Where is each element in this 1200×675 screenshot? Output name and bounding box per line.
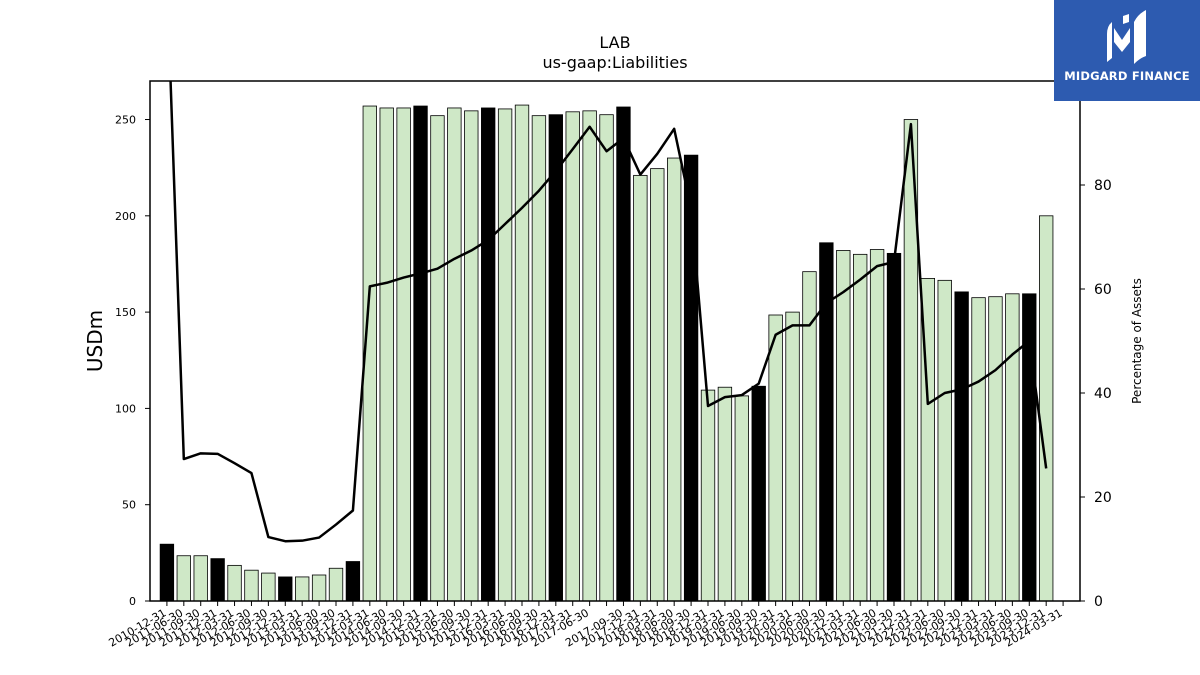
bar — [227, 564, 242, 602]
bar — [396, 107, 411, 602]
bar — [531, 115, 547, 602]
y-tick-label: 200 — [115, 210, 136, 223]
bar — [464, 110, 479, 602]
y2-axis-label: Percentage of Assets — [1130, 278, 1144, 404]
bar — [971, 297, 986, 602]
plot-border — [149, 80, 1081, 602]
y2-tick-label: 60 — [1094, 282, 1112, 298]
line-path — [169, 81, 1048, 543]
bar — [836, 250, 851, 602]
bar — [768, 314, 783, 602]
bar — [379, 107, 394, 602]
logo-mark-icon — [1107, 10, 1146, 64]
bar — [193, 555, 208, 602]
bar — [345, 561, 361, 602]
bar — [278, 576, 293, 602]
bar — [328, 567, 344, 602]
x-axis: 2010-12-312011-06-302011-09-302011-12-31… — [107, 601, 1065, 650]
y2-tick-label: 0 — [1094, 594, 1103, 610]
y-tick-label: 250 — [115, 114, 136, 127]
chart-title: LAB — [599, 33, 630, 52]
y-tick-label: 50 — [122, 499, 136, 512]
y-axis-left: 0 50 100 150 200 250 — [115, 114, 150, 608]
bar — [954, 291, 969, 602]
bar — [616, 106, 631, 602]
bar — [159, 543, 175, 602]
line-series — [169, 81, 1048, 543]
bar — [481, 107, 496, 602]
company-logo: MIDGARD FINANCE — [1054, 0, 1200, 101]
y2-tick-label: 20 — [1094, 490, 1112, 506]
bar — [1005, 293, 1020, 602]
bar — [430, 115, 445, 602]
bar — [413, 105, 428, 602]
bar — [819, 242, 834, 602]
bar — [565, 111, 580, 602]
bar — [295, 576, 310, 602]
y-tick-label: 0 — [129, 595, 136, 608]
bar-series — [159, 104, 1054, 602]
bar — [717, 386, 733, 602]
y-axis-label: USDm — [83, 310, 107, 372]
bar — [734, 395, 749, 602]
bar — [988, 296, 1003, 602]
bar — [599, 114, 614, 602]
y-axis-right: 020406080100 — [1080, 74, 1121, 610]
y-tick-label: 150 — [115, 306, 136, 319]
y-tick-label: 100 — [115, 402, 136, 415]
bar — [650, 168, 665, 602]
bar — [633, 174, 648, 602]
y2-tick-label: 80 — [1094, 178, 1112, 194]
logo-text: MIDGARD FINANCE — [1064, 69, 1190, 83]
bar — [514, 104, 530, 602]
bar — [700, 389, 716, 602]
bar — [176, 555, 191, 602]
bar — [1039, 215, 1054, 602]
bar — [244, 569, 259, 602]
bar — [667, 157, 682, 602]
plot-frame — [149, 80, 1081, 602]
chart-subtitle: us-gaap:Liabilities — [542, 53, 687, 72]
bar — [548, 114, 563, 602]
y2-tick-label: 40 — [1094, 386, 1112, 402]
bar — [311, 574, 327, 602]
bar — [886, 252, 902, 602]
bar — [785, 311, 800, 602]
bar — [937, 279, 952, 602]
bar — [869, 249, 885, 602]
bar — [853, 253, 868, 602]
bar — [261, 572, 276, 602]
bar — [751, 385, 766, 602]
bar — [582, 110, 597, 602]
bar — [210, 558, 225, 602]
bar — [497, 108, 513, 602]
bar — [447, 107, 462, 602]
